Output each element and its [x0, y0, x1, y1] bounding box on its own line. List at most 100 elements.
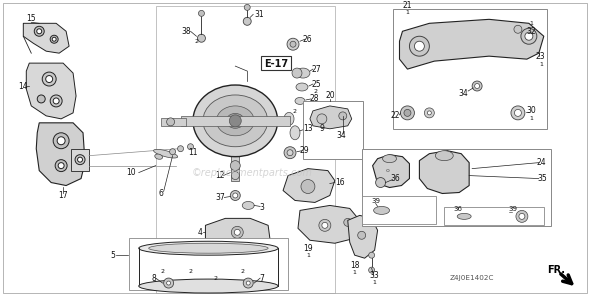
Circle shape: [404, 109, 411, 116]
Bar: [362, 196, 437, 224]
Circle shape: [53, 133, 69, 149]
Ellipse shape: [193, 85, 277, 157]
Circle shape: [246, 281, 250, 285]
Circle shape: [322, 222, 328, 228]
Circle shape: [234, 229, 240, 235]
Circle shape: [166, 281, 171, 285]
Polygon shape: [24, 23, 69, 53]
Text: 23: 23: [536, 52, 546, 61]
Circle shape: [55, 160, 67, 172]
Ellipse shape: [373, 206, 389, 214]
Circle shape: [77, 157, 83, 162]
Circle shape: [516, 210, 528, 222]
Polygon shape: [373, 155, 409, 188]
Circle shape: [37, 95, 45, 103]
Text: 31: 31: [254, 10, 264, 19]
Polygon shape: [348, 215, 378, 258]
Text: 20: 20: [325, 91, 335, 101]
Text: 18: 18: [350, 261, 359, 270]
Text: 16: 16: [335, 178, 345, 187]
Circle shape: [369, 252, 375, 258]
Circle shape: [519, 213, 525, 219]
Polygon shape: [36, 123, 85, 186]
Circle shape: [53, 98, 59, 104]
Circle shape: [34, 26, 44, 36]
Circle shape: [409, 36, 430, 56]
Circle shape: [243, 278, 253, 288]
Circle shape: [178, 146, 183, 152]
Circle shape: [292, 68, 302, 78]
Circle shape: [50, 35, 58, 43]
Circle shape: [42, 72, 56, 86]
Ellipse shape: [296, 68, 310, 78]
Polygon shape: [27, 63, 76, 119]
Text: 26: 26: [302, 35, 312, 44]
Text: 2: 2: [195, 39, 198, 44]
Circle shape: [57, 137, 65, 145]
Circle shape: [284, 147, 296, 159]
Text: 4: 4: [198, 228, 203, 237]
Text: 1: 1: [529, 116, 533, 121]
Ellipse shape: [155, 154, 163, 159]
Text: 1: 1: [529, 21, 533, 26]
Circle shape: [231, 172, 240, 180]
Polygon shape: [283, 169, 335, 202]
Circle shape: [166, 118, 175, 126]
Text: 1: 1: [539, 62, 543, 67]
Ellipse shape: [435, 151, 453, 161]
Text: 37: 37: [215, 193, 225, 202]
Ellipse shape: [295, 97, 305, 104]
Circle shape: [472, 81, 482, 91]
Text: ©replacementparts.com: ©replacementparts.com: [192, 168, 313, 178]
Circle shape: [45, 76, 53, 83]
Ellipse shape: [382, 155, 396, 163]
Text: 39: 39: [509, 206, 517, 212]
Text: 14: 14: [18, 81, 28, 91]
Text: 2: 2: [314, 89, 318, 94]
Bar: [362, 149, 550, 226]
Circle shape: [525, 32, 533, 40]
Polygon shape: [310, 106, 352, 129]
Circle shape: [230, 191, 240, 201]
Text: 9: 9: [319, 124, 324, 133]
Circle shape: [474, 83, 480, 88]
Ellipse shape: [242, 201, 254, 209]
Ellipse shape: [296, 83, 308, 91]
Circle shape: [414, 41, 424, 51]
Circle shape: [427, 111, 431, 115]
Text: 33: 33: [370, 271, 379, 280]
Text: 30: 30: [526, 106, 536, 115]
Circle shape: [290, 41, 296, 47]
Circle shape: [52, 37, 56, 41]
Ellipse shape: [139, 279, 278, 293]
Text: Z4J0E1402C: Z4J0E1402C: [450, 275, 494, 281]
Text: 29: 29: [299, 146, 309, 155]
Circle shape: [358, 231, 366, 239]
Circle shape: [514, 25, 522, 33]
Circle shape: [344, 218, 352, 226]
Circle shape: [233, 193, 238, 198]
Bar: [261, 56, 291, 70]
Text: 2: 2: [214, 276, 217, 281]
Circle shape: [198, 34, 205, 42]
Circle shape: [287, 38, 299, 50]
Text: 13: 13: [303, 124, 313, 133]
Text: 15: 15: [27, 14, 36, 23]
Circle shape: [244, 4, 250, 10]
Text: 35: 35: [537, 174, 547, 183]
Circle shape: [339, 112, 347, 120]
Text: 22: 22: [391, 112, 400, 120]
Text: 2: 2: [293, 109, 297, 114]
Polygon shape: [205, 218, 270, 245]
Circle shape: [511, 106, 525, 120]
Ellipse shape: [139, 241, 278, 255]
Text: 19: 19: [303, 244, 313, 253]
Circle shape: [75, 155, 85, 165]
Text: 5: 5: [110, 251, 115, 260]
Text: 11: 11: [188, 148, 197, 157]
Circle shape: [230, 161, 240, 171]
Polygon shape: [298, 205, 360, 243]
Text: 36: 36: [391, 174, 401, 183]
Bar: [129, 238, 288, 290]
Bar: [71, 149, 89, 171]
